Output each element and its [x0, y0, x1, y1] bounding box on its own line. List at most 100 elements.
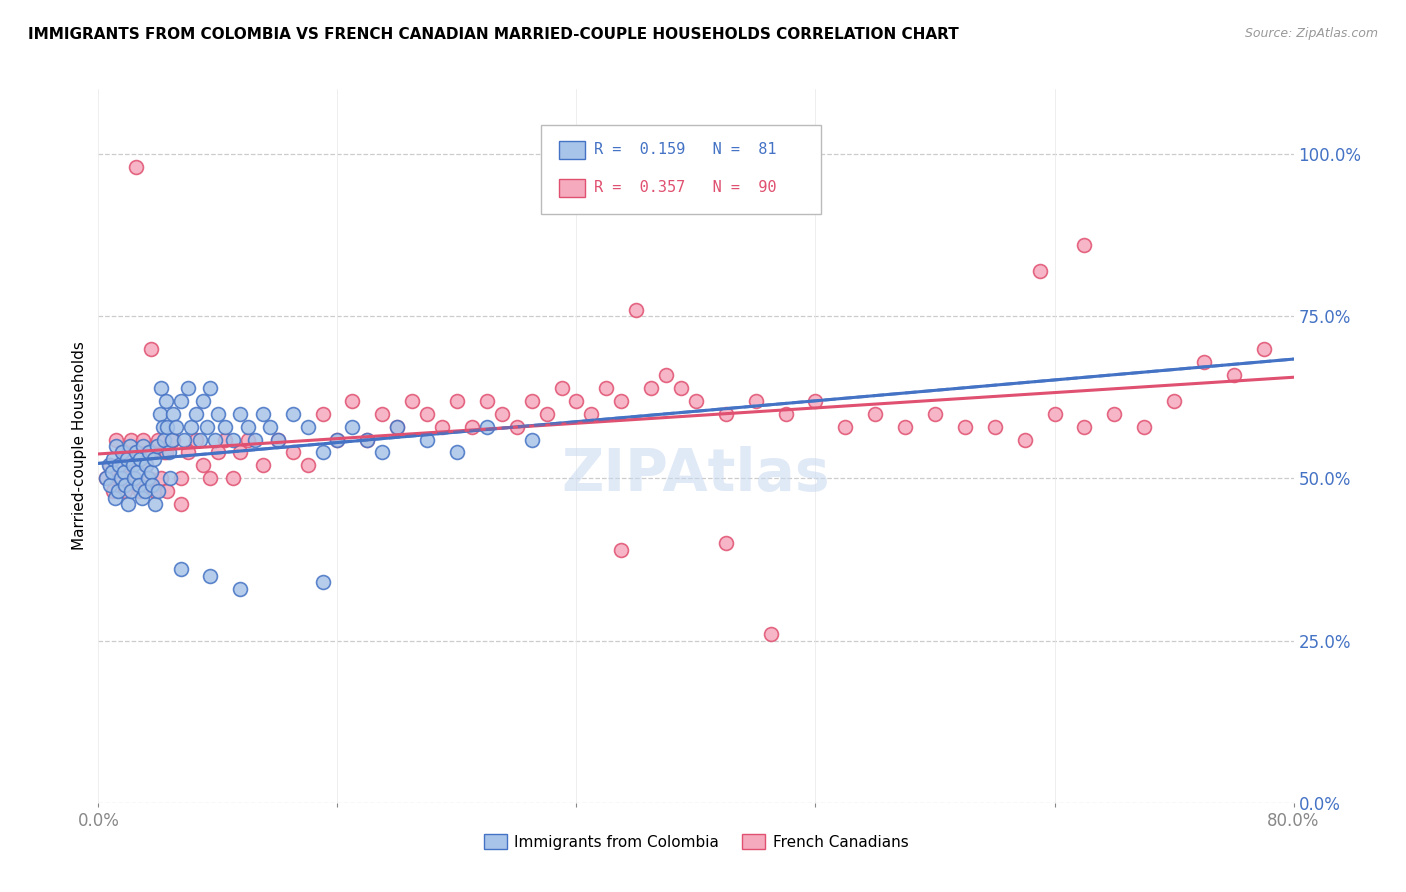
Legend: Immigrants from Colombia, French Canadians: Immigrants from Colombia, French Canadia… — [478, 828, 914, 855]
Point — [148, 433, 170, 447]
Point — [132, 439, 155, 453]
Point — [356, 433, 378, 447]
Point — [416, 433, 439, 447]
Point — [112, 465, 135, 479]
Point — [416, 407, 439, 421]
Point — [103, 484, 125, 499]
Point — [105, 433, 128, 447]
Point — [159, 471, 181, 485]
Point — [148, 484, 170, 499]
Bar — [558, 141, 585, 159]
Point — [184, 433, 207, 447]
Point — [229, 445, 252, 459]
Point — [136, 471, 159, 485]
Text: IMMIGRANTS FROM COLOMBIA VS FRENCH CANADIAN MARRIED-COUPLE HOUSEHOLDS CORRELATIO: IMMIGRANTS FROM COLOMBIA VS FRENCH CANAD… — [28, 27, 959, 42]
Point — [139, 465, 162, 479]
Point — [1073, 238, 1095, 252]
Point — [135, 458, 157, 473]
Point — [160, 433, 183, 447]
Point — [200, 381, 222, 395]
Point — [117, 497, 139, 511]
Point — [595, 381, 617, 395]
Point — [128, 478, 150, 492]
Point — [1073, 419, 1095, 434]
Point — [342, 419, 364, 434]
Point — [111, 445, 134, 459]
Point — [129, 452, 152, 467]
Point — [759, 627, 782, 641]
Point — [714, 536, 737, 550]
Point — [157, 445, 180, 459]
Point — [267, 433, 290, 447]
Point — [640, 381, 662, 395]
Point — [297, 419, 319, 434]
Point — [120, 484, 142, 499]
Point — [326, 433, 349, 447]
Point — [311, 407, 333, 421]
Point — [169, 497, 191, 511]
Point — [141, 478, 163, 492]
Point — [311, 575, 333, 590]
Point — [281, 445, 304, 459]
Point — [1163, 393, 1185, 408]
Point — [103, 452, 125, 467]
Point — [114, 478, 136, 492]
Point — [281, 407, 304, 421]
Point — [162, 433, 184, 447]
Point — [550, 381, 572, 395]
Point — [124, 471, 146, 485]
Point — [506, 419, 529, 434]
Point — [145, 439, 167, 453]
Point — [138, 445, 160, 459]
Point — [536, 407, 558, 421]
Point — [191, 393, 214, 408]
Point — [153, 433, 176, 447]
Point — [1223, 368, 1246, 382]
Point — [155, 445, 177, 459]
Point — [430, 419, 453, 434]
Point — [153, 445, 176, 459]
Point — [129, 484, 152, 499]
Point — [98, 458, 122, 473]
Point — [229, 407, 252, 421]
Bar — [558, 179, 585, 197]
Point — [1028, 264, 1050, 278]
Point — [169, 562, 191, 576]
Point — [152, 419, 174, 434]
Point — [111, 445, 134, 459]
Point — [156, 484, 179, 499]
Point — [214, 419, 236, 434]
Point — [1014, 433, 1036, 447]
Point — [156, 419, 179, 434]
Point — [222, 433, 245, 447]
Point — [804, 393, 827, 408]
Point — [191, 458, 214, 473]
Point — [655, 368, 678, 382]
Point — [97, 458, 120, 473]
Point — [162, 407, 184, 421]
Text: R =  0.159   N =  81: R = 0.159 N = 81 — [595, 142, 778, 157]
Point — [143, 497, 166, 511]
Point — [118, 439, 141, 453]
Point — [267, 433, 290, 447]
Point — [401, 393, 423, 408]
Point — [669, 381, 692, 395]
Point — [953, 419, 976, 434]
Point — [775, 407, 797, 421]
Point — [326, 433, 349, 447]
Y-axis label: Married-couple Households: Married-couple Households — [72, 342, 87, 550]
Point — [207, 407, 229, 421]
Point — [865, 407, 887, 421]
Point — [311, 445, 333, 459]
Point — [371, 445, 394, 459]
Point — [236, 419, 259, 434]
Point — [139, 342, 162, 356]
Point — [446, 393, 468, 408]
Point — [115, 452, 138, 467]
Point — [114, 484, 136, 499]
Point — [200, 568, 222, 582]
Point — [127, 445, 149, 459]
Point — [173, 433, 195, 447]
Point — [714, 407, 737, 421]
Point — [125, 445, 148, 459]
